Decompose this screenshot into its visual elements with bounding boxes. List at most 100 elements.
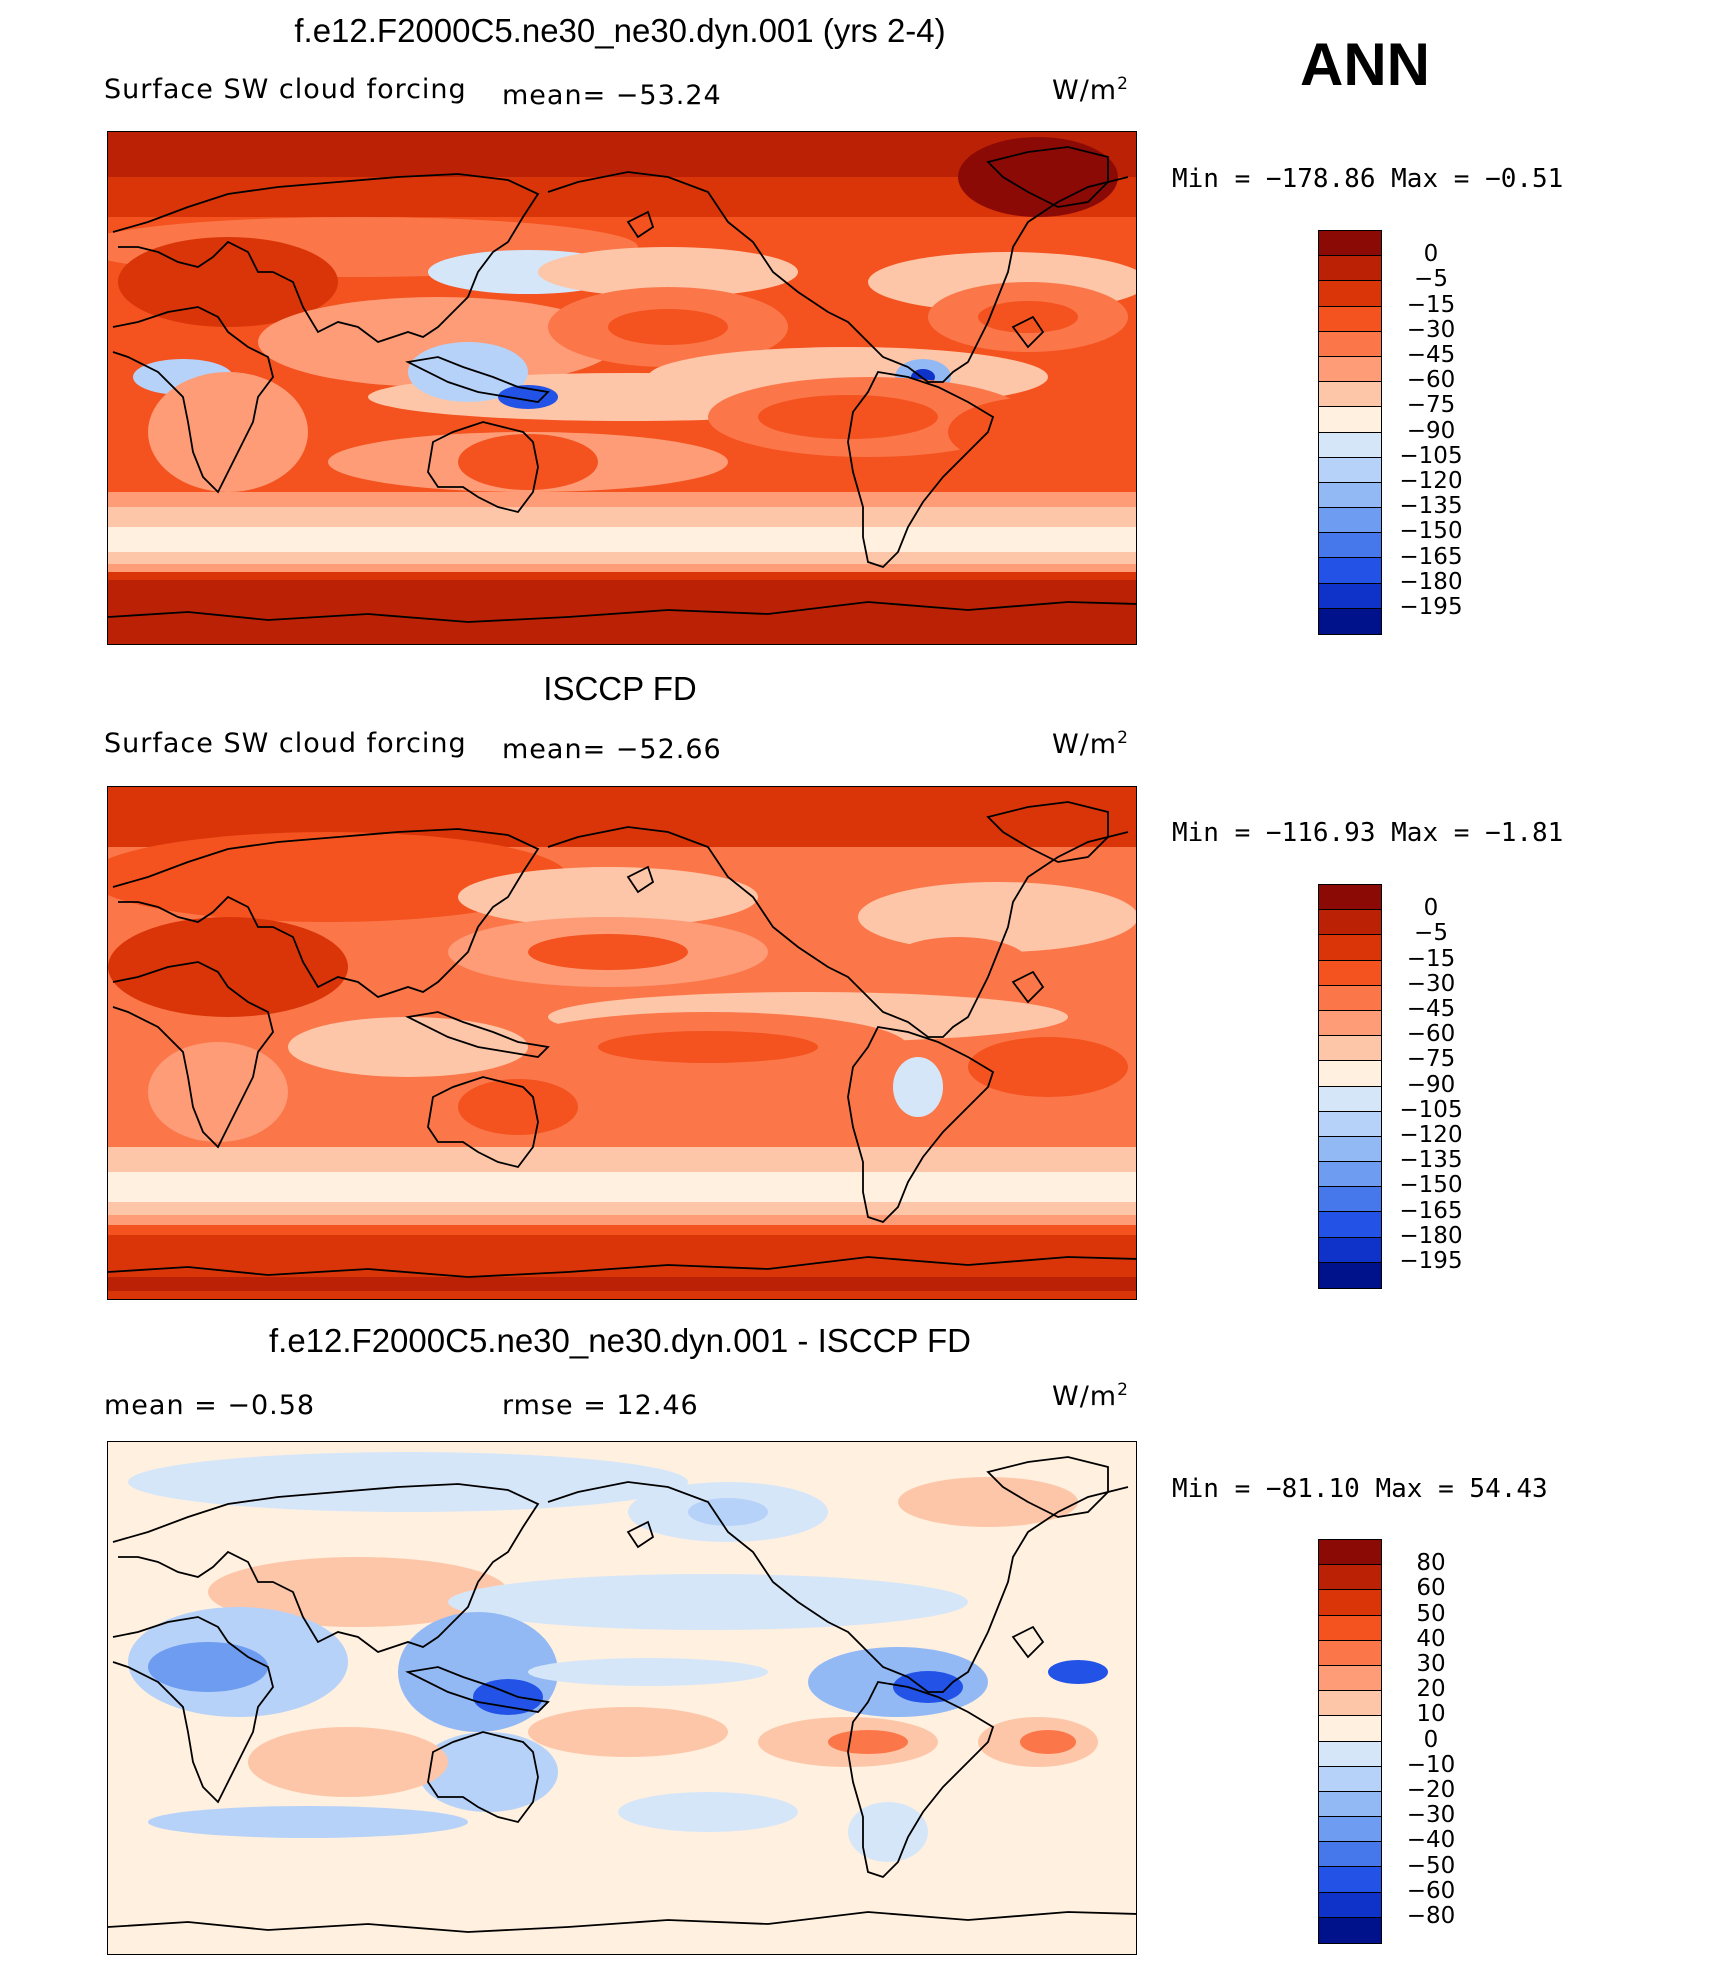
colorbar-swatch <box>1319 356 1381 383</box>
colorbar-swatch <box>1319 1540 1381 1566</box>
colorbar-label: −120 <box>1399 1122 1463 1148</box>
colorbar-swatch <box>1319 910 1381 936</box>
panel-1-variable: Surface SW cloud forcing <box>104 74 467 105</box>
panel-1-map <box>107 131 1137 645</box>
colorbar-label: −40 <box>1406 1827 1456 1854</box>
colorbar-swatch <box>1319 1691 1381 1717</box>
colorbar-label: 20 <box>1416 1676 1446 1703</box>
panel-3-units: W/m2 <box>1052 1380 1129 1412</box>
colorbar-label: −120 <box>1399 468 1463 494</box>
colorbar-label: −180 <box>1399 568 1463 595</box>
panel-2-coastlines <box>108 801 1136 1278</box>
panel-3-title: f.e12.F2000C5.ne30_ne30.dyn.001 - ISCCP … <box>268 1322 971 1359</box>
colorbar-label: −90 <box>1406 1071 1456 1098</box>
colorbar-label: −165 <box>1399 543 1463 570</box>
panel-2-mean: mean= −52.66 <box>502 734 722 765</box>
panel-3-map-svg <box>108 1442 1136 1954</box>
colorbar-label: 0 <box>1423 241 1439 268</box>
colorbar-swatch <box>1319 608 1381 634</box>
colorbar-swatch <box>1319 1187 1381 1213</box>
panel-1-map-svg <box>108 132 1136 644</box>
colorbar-swatch <box>1319 533 1381 559</box>
panel-3-coastlines <box>108 1456 1136 1933</box>
colorbar-swatch <box>1319 331 1381 357</box>
colorbar-label: −165 <box>1399 1197 1463 1224</box>
panel-2-minmax: Min = −116.93 Max = −1.81 <box>1172 818 1564 848</box>
colorbar-swatch <box>1319 231 1381 257</box>
panel-2-title: ISCCP FD <box>543 670 697 707</box>
colorbar-label: 10 <box>1416 1701 1446 1728</box>
colorbar-label: −150 <box>1399 1172 1463 1199</box>
colorbar-swatch <box>1319 1111 1381 1137</box>
colorbar-swatch <box>1319 1086 1381 1112</box>
colorbar-swatch <box>1319 1892 1381 1918</box>
colorbar-swatch <box>1319 1162 1381 1188</box>
panel-2-map-svg <box>108 787 1136 1299</box>
colorbar-swatch <box>1319 1262 1381 1288</box>
season-label: ANN <box>1300 31 1430 98</box>
panel-1-minmax: Min = −178.86 Max = −0.51 <box>1172 164 1564 194</box>
colorbar-swatch <box>1319 935 1381 961</box>
colorbar-swatch <box>1319 1917 1381 1943</box>
colorbar-swatch <box>1319 432 1381 458</box>
colorbar-label: −60 <box>1406 367 1456 394</box>
colorbar-label: 50 <box>1416 1600 1446 1627</box>
colorbar-label: −45 <box>1406 996 1456 1022</box>
colorbar-label: −105 <box>1399 442 1463 469</box>
colorbar-swatch <box>1319 558 1381 584</box>
colorbar-label: 0 <box>1423 1726 1439 1753</box>
colorbar-label: 60 <box>1416 1575 1446 1602</box>
colorbar-label: −150 <box>1399 518 1463 545</box>
colorbar-label: −105 <box>1399 1096 1463 1123</box>
colorbar-swatch <box>1319 1212 1381 1238</box>
colorbar-swatch <box>1319 508 1381 534</box>
panel-3-colorbar <box>1318 1539 1382 1944</box>
colorbar-label: 0 <box>1423 895 1439 922</box>
panel-2-map <box>107 786 1137 1300</box>
panel-2-variable: Surface SW cloud forcing <box>104 728 467 759</box>
colorbar-label: −75 <box>1406 1046 1456 1073</box>
colorbar-label: 40 <box>1416 1625 1446 1652</box>
colorbar-swatch <box>1319 985 1381 1011</box>
colorbar-swatch <box>1319 1867 1381 1893</box>
colorbar-swatch <box>1319 306 1381 332</box>
colorbar-swatch <box>1319 382 1381 408</box>
colorbar-label: −75 <box>1406 392 1456 419</box>
colorbar-label: −15 <box>1406 945 1456 972</box>
panel-3-minmax: Min = −81.10 Max = 54.43 <box>1172 1474 1548 1504</box>
colorbar-label: −60 <box>1406 1021 1456 1048</box>
colorbar-swatch <box>1319 1842 1381 1868</box>
colorbar-label: −135 <box>1399 1147 1463 1174</box>
colorbar-swatch <box>1319 1640 1381 1666</box>
colorbar-label: −5 <box>1414 920 1448 947</box>
colorbar-swatch <box>1319 960 1381 986</box>
colorbar-label: −30 <box>1406 1802 1456 1829</box>
colorbar-label: −20 <box>1406 1777 1456 1803</box>
colorbar-swatch <box>1319 1615 1381 1641</box>
colorbar-label: −15 <box>1406 291 1456 318</box>
colorbar-label: −5 <box>1414 266 1448 293</box>
colorbar-label: −180 <box>1399 1222 1463 1249</box>
panel-2-units: W/m2 <box>1052 728 1129 760</box>
colorbar-label: −60 <box>1406 1877 1456 1904</box>
colorbar-label: −50 <box>1406 1852 1456 1879</box>
colorbar-label: −90 <box>1406 417 1456 444</box>
colorbar-label: 30 <box>1416 1651 1446 1677</box>
colorbar-swatch <box>1319 885 1381 911</box>
colorbar-swatch <box>1319 1741 1381 1767</box>
colorbar-swatch <box>1319 407 1381 433</box>
panel-3-map <box>107 1441 1137 1955</box>
colorbar-swatch <box>1319 256 1381 282</box>
colorbar-swatch <box>1319 457 1381 483</box>
colorbar-label: −195 <box>1399 594 1463 620</box>
panel-1-colorbar <box>1318 230 1382 635</box>
panel-1-coastlines <box>108 146 1136 623</box>
colorbar-swatch <box>1319 281 1381 307</box>
panel-1-mean: mean= −53.24 <box>502 80 722 111</box>
colorbar-label: −135 <box>1399 493 1463 520</box>
colorbar-swatch <box>1319 1565 1381 1591</box>
panel-3-rmse: rmse = 12.46 <box>502 1390 699 1421</box>
colorbar-label: −195 <box>1399 1248 1463 1274</box>
colorbar-swatch <box>1319 583 1381 609</box>
colorbar-swatch <box>1319 1766 1381 1792</box>
